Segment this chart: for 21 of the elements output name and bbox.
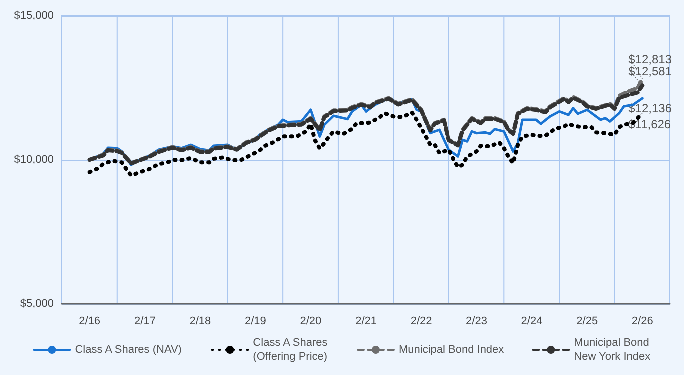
y-tick-label: $10,000: [14, 154, 54, 166]
legend-label: Class A Shares (NAV): [75, 344, 182, 356]
x-tick-label: 2/16: [79, 316, 101, 328]
annotation: $12,813: [628, 52, 672, 67]
x-tick-label: 2/22: [410, 316, 432, 328]
y-tick-label: $5,000: [20, 298, 54, 310]
x-tick-label: 2/21: [356, 316, 378, 328]
x-tick-label: 2/18: [190, 316, 212, 328]
x-tick-label: 2/17: [134, 316, 156, 328]
x-tick-label: 2/24: [521, 316, 543, 328]
legend-label: Municipal Bond New York Index: [574, 337, 652, 363]
legend-label: Class A Shares (Offering Price): [253, 337, 328, 363]
x-tick-label: 2/26: [632, 316, 654, 328]
x-tick-label: 2/19: [244, 316, 266, 328]
annotation: $12,581: [628, 64, 672, 79]
x-tick-label: 2/20: [300, 316, 322, 328]
x-tick-label: 2/25: [576, 316, 598, 328]
x-tick-label: 2/23: [466, 316, 488, 328]
legend-label: Municipal Bond Index: [398, 344, 505, 356]
annotation: $11,626: [628, 117, 672, 132]
y-tick-label: $15,000: [14, 10, 54, 22]
